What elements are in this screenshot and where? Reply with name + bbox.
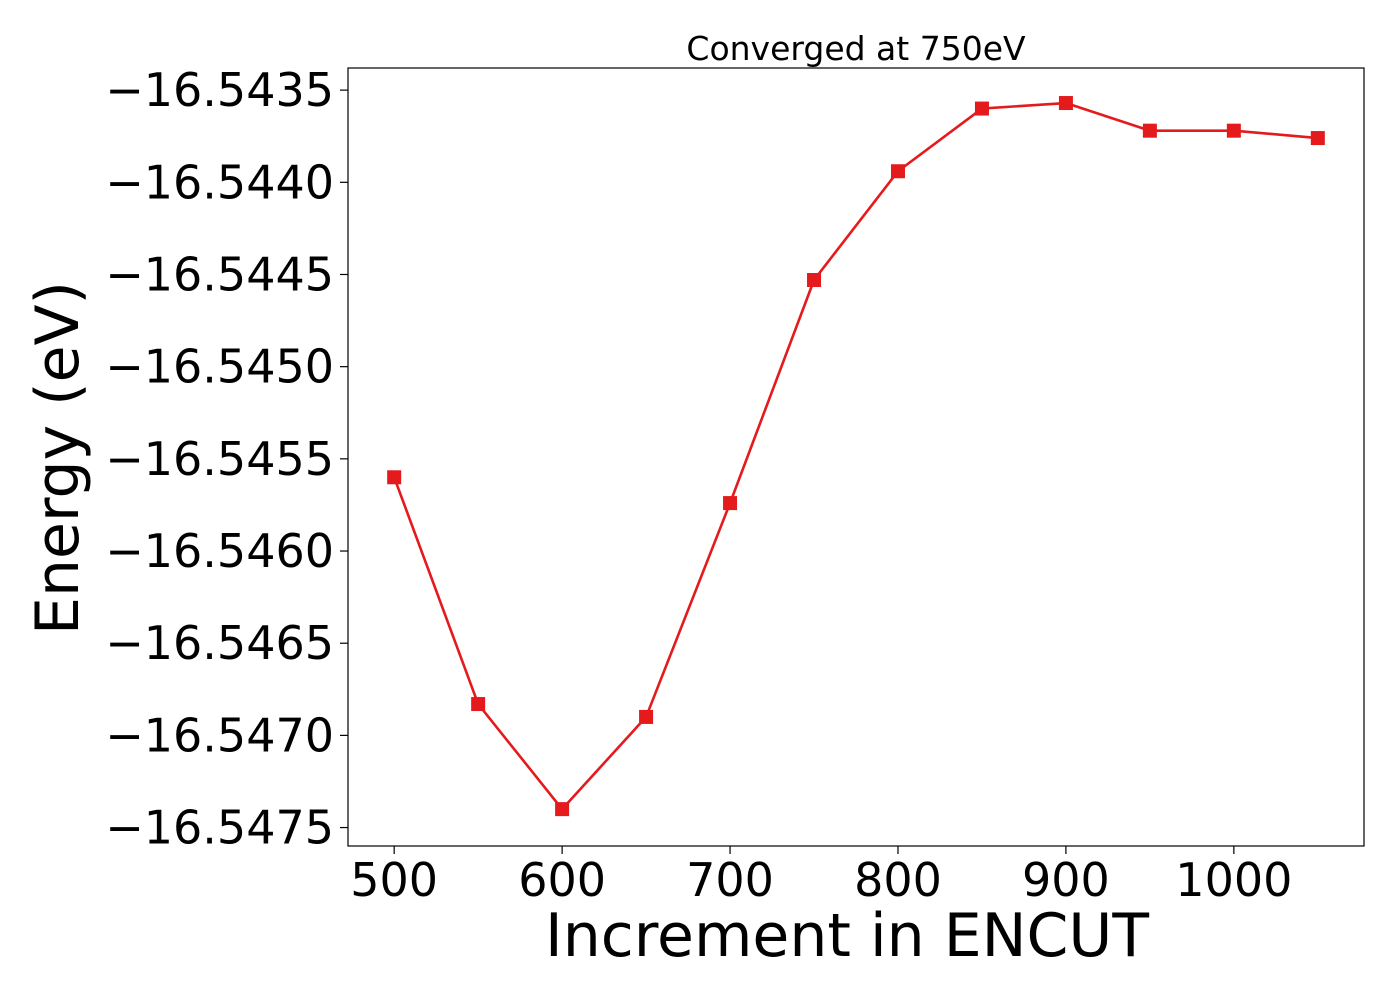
y-tick-label: −16.5475 [105, 801, 334, 855]
plot-area-frame [347, 67, 1365, 847]
x-tick-label: 800 [854, 853, 942, 907]
data-point-marker [974, 101, 989, 116]
y-axis-ticks: −16.5475 −16.5470 −16.5465 −16.5460 −16.5455… [105, 63, 348, 855]
data-point-marker [639, 709, 654, 724]
data-point-marker [890, 164, 905, 179]
x-axis-ticks: 500 600 700 800 900 1000 [350, 846, 1292, 907]
y-tick-label: −16.5440 [105, 155, 334, 209]
y-tick-label: −16.5465 [105, 616, 334, 670]
data-point-marker [555, 802, 570, 817]
data-point-marker [1226, 123, 1241, 138]
x-tick-label: 600 [518, 853, 606, 907]
x-tick-label: 900 [1022, 853, 1110, 907]
data-point-marker [723, 496, 738, 511]
y-tick-label: −16.5455 [105, 432, 334, 486]
data-point-marker [471, 697, 486, 712]
series-layer [387, 96, 1325, 817]
series-line [392, 101, 1318, 811]
data-point-marker [807, 273, 822, 288]
y-tick-label: −16.5445 [105, 247, 334, 301]
chart-title: Converged at 750eV [686, 29, 1026, 68]
x-tick-label: 500 [350, 853, 438, 907]
x-tick-label: 700 [686, 853, 774, 907]
x-tick-label: 1000 [1175, 853, 1292, 907]
y-tick-label: −16.5450 [105, 340, 334, 394]
data-point-marker [1310, 131, 1325, 146]
data-point-marker [1142, 123, 1157, 138]
y-axis-label: Energy (eV) [23, 281, 93, 635]
x-axis-label: Increment in ENCUT [545, 901, 1149, 971]
y-tick-label: −16.5460 [105, 524, 334, 578]
y-tick-label: −16.5435 [105, 63, 334, 117]
data-point-marker [1058, 96, 1073, 111]
y-tick-label: −16.5470 [105, 708, 334, 762]
data-point-marker [387, 470, 402, 485]
